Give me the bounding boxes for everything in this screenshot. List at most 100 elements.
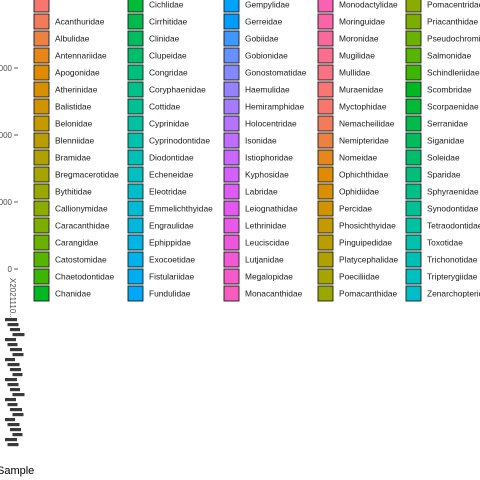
- x-tick-label-overlap: [5, 438, 17, 442]
- legend-label: Gempylidae: [245, 0, 290, 10]
- legend-label: Haemulidae: [245, 85, 290, 95]
- legend-label: Toxotidae: [427, 238, 463, 248]
- legend-label: Engraulidae: [149, 221, 194, 231]
- x-tick-label: X2021110...: [8, 278, 17, 320]
- legend-key: [33, 47, 50, 64]
- legend-key: [127, 13, 144, 30]
- legend-key: [223, 217, 240, 234]
- legend-key: [223, 200, 240, 217]
- legend-label: Apogonidae: [55, 68, 100, 78]
- legend-label: Belonidae: [55, 119, 93, 129]
- x-tick-label-overlap: [5, 358, 15, 362]
- legend-label: Scombridae: [427, 85, 472, 95]
- x-tick-label-overlap: [12, 333, 25, 337]
- legend-key: [223, 0, 240, 13]
- legend-key: [405, 64, 422, 81]
- legend-key: [317, 30, 334, 47]
- legend-label: Labridae: [245, 187, 278, 197]
- legend-label: Emmelichthyidae: [149, 204, 213, 214]
- legend-label: Antennariidae: [55, 51, 107, 61]
- legend-key: [127, 98, 144, 115]
- x-tick-label-overlap: [10, 428, 21, 432]
- legend-key: [223, 98, 240, 115]
- legend-key: [317, 217, 334, 234]
- legend-label: Fistulariidae: [149, 272, 194, 282]
- legend-key: [33, 64, 50, 81]
- legend-key: [223, 13, 240, 30]
- legend-key: [223, 132, 240, 149]
- legend-label: Schindleriidae: [427, 68, 480, 78]
- legend-key: [405, 149, 422, 166]
- legend-key: [33, 30, 50, 47]
- legend-label: Serranidae: [427, 119, 468, 129]
- x-tick-label-overlap: [12, 433, 23, 437]
- legend-label: Pinguipedidae: [339, 238, 392, 248]
- x-tick-label-overlap: [7, 323, 19, 327]
- legend-label: Synodontidae: [427, 204, 479, 214]
- x-tick-label-overlap: [5, 318, 17, 322]
- x-tick-label-overlap: [12, 353, 24, 357]
- legend-key: [405, 132, 422, 149]
- legend-label: Trichonotidae: [427, 255, 478, 265]
- legend-key: [405, 98, 422, 115]
- legend-label: Bythitidae: [55, 187, 92, 197]
- legend-label: Moringuidae: [339, 17, 385, 27]
- legend-key: [317, 149, 334, 166]
- legend-key: [33, 251, 50, 268]
- y-tick-label: 1000: [0, 198, 13, 207]
- legend-key: [33, 115, 50, 132]
- x-axis-ticks: X2021110...: [5, 278, 25, 447]
- x-tick-label-overlap: [10, 348, 22, 352]
- legend-key: [127, 234, 144, 251]
- legend-label: Chanidae: [55, 289, 91, 299]
- legend-key: [127, 132, 144, 149]
- legend-key: [223, 115, 240, 132]
- legend-key: [317, 251, 334, 268]
- legend-label: Nomeidae: [339, 153, 378, 163]
- legend-label: Exocoetidae: [149, 255, 195, 265]
- legend-label: Congridae: [149, 68, 188, 78]
- legend-key: [317, 64, 334, 81]
- legend: Acanthuridae Albulidae Antennariidae Apogon…: [33, 0, 480, 302]
- legend-label: Phosichthyidae: [339, 221, 396, 231]
- legend-key: [317, 0, 334, 13]
- legend-label: Siganidae: [427, 136, 465, 146]
- legend-key: [127, 285, 144, 302]
- legend-label: Monodactylidae: [339, 0, 398, 10]
- legend-label: Acanthuridae: [55, 17, 105, 27]
- legend-key: [405, 13, 422, 30]
- legend-key: [127, 47, 144, 64]
- legend-label: Cottidae: [149, 102, 181, 112]
- legend-label: Clupeidae: [149, 51, 187, 61]
- legend-label: Gobiidae: [245, 34, 279, 44]
- legend-key: [127, 149, 144, 166]
- legend-label: Mugilidae: [339, 51, 375, 61]
- legend-key: [405, 47, 422, 64]
- legend-key: [127, 268, 144, 285]
- legend-key: [127, 183, 144, 200]
- x-tick-label-overlap: [5, 338, 16, 342]
- legend-key: [127, 115, 144, 132]
- legend-label: Soleidae: [427, 153, 460, 163]
- legend-label: Ephippidae: [149, 238, 191, 248]
- legend-label: Platycephalidae: [339, 255, 398, 265]
- x-tick-label-overlap: [12, 393, 25, 397]
- legend-label: Echeneidae: [149, 170, 194, 180]
- legend-key: [317, 234, 334, 251]
- legend-label: Moronidae: [339, 34, 379, 44]
- legend-key: [33, 13, 50, 30]
- y-tick-label: 0: [8, 265, 13, 274]
- legend-key: [223, 251, 240, 268]
- legend-key: [317, 200, 334, 217]
- legend-key: [223, 285, 240, 302]
- x-axis-title: Sample: [0, 465, 34, 477]
- legend-label: Tetraodontidae: [427, 221, 480, 231]
- legend-key: [317, 98, 334, 115]
- legend-label: Leuciscidae: [245, 238, 290, 248]
- legend-label: Ophichthidae: [339, 170, 389, 180]
- legend-label: Mullidae: [339, 68, 371, 78]
- legend-label: Clinidae: [149, 34, 180, 44]
- legend-key: [223, 268, 240, 285]
- legend-key: [317, 81, 334, 98]
- legend-label: Poeciliidae: [339, 272, 380, 282]
